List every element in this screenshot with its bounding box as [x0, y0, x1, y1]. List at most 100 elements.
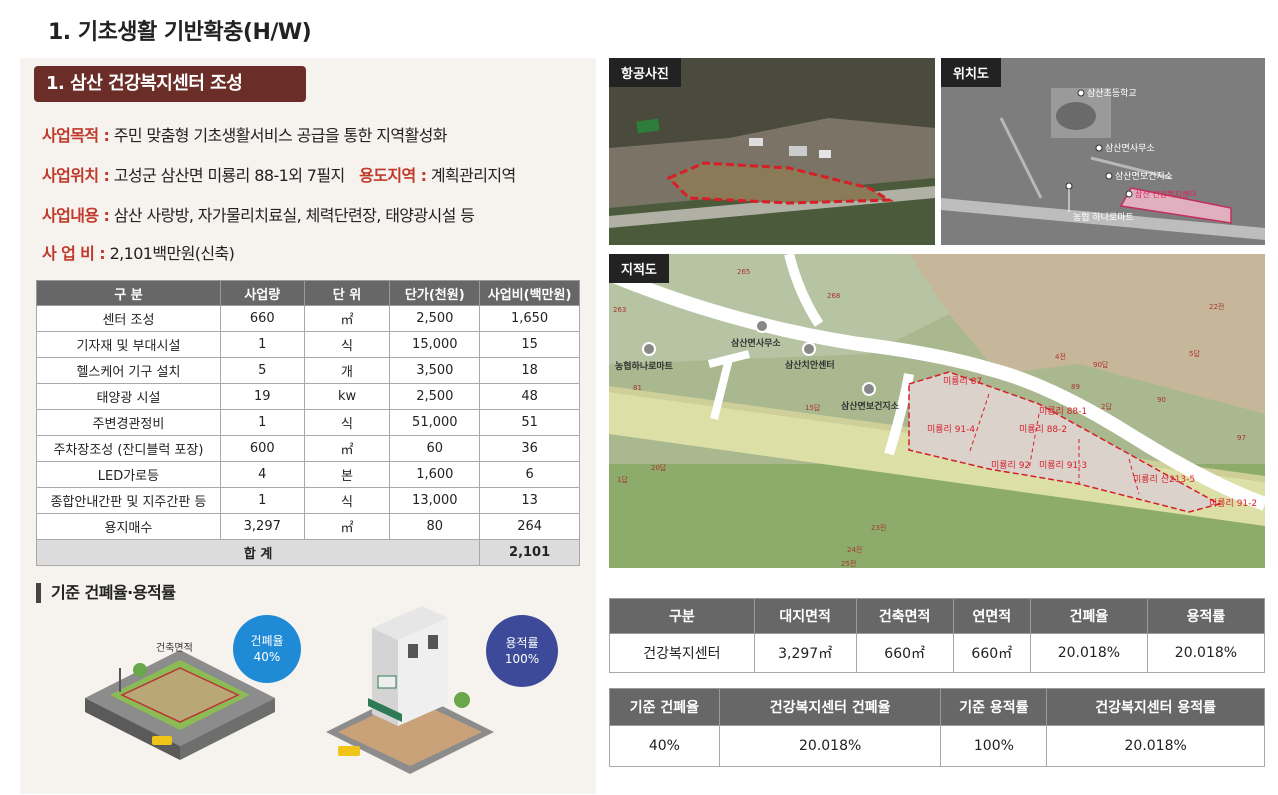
table-cell: 5 — [219, 357, 305, 384]
lot-number: 15답 — [805, 403, 821, 412]
aerial-photo: 항공사진 — [609, 58, 935, 245]
table-row: 태양광 시설 19 kw 2,500 48 — [36, 383, 580, 410]
table-row: LED가로등 4 본 1,600 6 — [36, 461, 580, 488]
table-cell: 600 — [219, 435, 305, 462]
table-cell: 3,297㎡ — [753, 633, 857, 673]
far-circle: 용적률 100% — [486, 615, 558, 687]
table-cell: ㎡ — [303, 513, 391, 540]
table-cell: 건강복지센터 — [609, 633, 755, 673]
road — [609, 267, 1265, 511]
table-cell: 센터 조성 — [36, 305, 221, 332]
table-cell: 13,000 — [389, 487, 481, 514]
budget-table-header: 구 분 사업량 단 위 단가(천원) 사업비(백만원) — [36, 280, 580, 306]
ratio-row: 40% 20.018% 100% 20.018% — [609, 725, 1265, 767]
land-illustration — [85, 650, 275, 760]
table-cell: 6 — [479, 461, 580, 488]
header-cell: 기준 건폐율 — [609, 688, 720, 726]
location-map-image: 삼산초등학교 삼산면사무소 삼산면보건지소 삼산 건강복지센터 농협 하나로마트 — [941, 58, 1265, 245]
table-cell: ㎡ — [303, 305, 391, 332]
parcel-label: 미룡리 88-2 — [1019, 424, 1067, 435]
building-area-label: 건축면적 — [156, 643, 193, 654]
table-cell: 태양광 시설 — [36, 383, 221, 410]
location-map-label: 위치도 — [941, 58, 1001, 87]
lot-number: 23전 — [871, 523, 886, 532]
parcel-label: 미룡리 91-3 — [1039, 460, 1087, 471]
plaza-paving — [338, 698, 482, 766]
table-cell: 주변경관정비 — [36, 409, 221, 436]
far-circle-label: 용적률 — [505, 636, 539, 650]
parcel-label: 미룡리 산213-5 — [1133, 474, 1195, 485]
table-cell: 15,000 — [389, 331, 481, 358]
lot-number: 265 — [737, 268, 750, 276]
table-cell: 660 — [219, 305, 305, 332]
lot-number: 81 — [633, 384, 642, 392]
table-cell: 개 — [303, 357, 391, 384]
poi-label-office: 삼산면사무소 — [731, 337, 781, 349]
parcel-label: 미룡리 88-1 — [1039, 406, 1087, 417]
table-row: 용지매수 3,297 ㎡ 80 264 — [36, 513, 580, 540]
header-cell: 사업량 — [219, 280, 305, 306]
page-title: 1. 기초생활 기반확충(H/W) — [48, 20, 312, 45]
table-cell: LED가로등 — [36, 461, 221, 488]
parcel-labels: 미룡리 87 미룡리 88-1 미룡리 88-2 미룡리 91-4 미룡리 91-3 미룡… — [927, 376, 1257, 509]
location-map: 위치도 삼산초등학교 삼산면사무소 삼산면보건지소 삼산 건강복지센터 농협 하… — [941, 58, 1265, 245]
location-value: 고성군 삼산면 미룡리 88-1외 7필지 — [113, 166, 345, 185]
table-cell: ㎡ — [303, 435, 391, 462]
header-cell: 건축면적 — [855, 598, 954, 634]
table-cell: 20.018% — [1029, 633, 1148, 673]
lot-number: 22전 — [1209, 302, 1224, 311]
total-value: 2,101 — [479, 539, 580, 566]
cost-key: 사 업 비 : — [42, 244, 106, 263]
table-cell: kw — [303, 383, 391, 410]
table-cell: 80 — [389, 513, 481, 540]
lot-number: 263 — [613, 306, 626, 314]
tree-icon — [133, 663, 147, 677]
lot-number: 20답 — [651, 463, 667, 472]
content-row: 사업내용 : 삼산 사랑방, 자가물리치료실, 체력단련장, 태양광시설 등 — [42, 202, 475, 226]
header-cell: 구 분 — [36, 280, 221, 306]
parcel-label: 미룡리 91-4 — [927, 424, 975, 435]
ratio-heading: 기준 건폐율·용적률 — [36, 583, 176, 603]
table-cell: 36 — [479, 435, 580, 462]
table-cell: 100% — [940, 725, 1048, 767]
table-cell: 13 — [479, 487, 580, 514]
table-cell: 종합안내간판 및 지주간판 등 — [36, 487, 221, 514]
lot-number: 89 — [1071, 383, 1080, 391]
content-value: 삼산 사랑방, 자가물리치료실, 체력단련장, 태양광시설 등 — [113, 206, 475, 225]
lot-number: 24전 — [847, 545, 862, 554]
table-row: 주변경관정비 1 식 51,000 51 — [36, 409, 580, 436]
poi-label-police: 삼산치안센터 — [785, 359, 835, 371]
header-cell: 건강복지센터 용적률 — [1046, 688, 1265, 726]
table-cell: 식 — [303, 331, 391, 358]
loc-label-center: 삼산 건강복지센터 — [1135, 189, 1196, 199]
shop-sign — [377, 675, 397, 689]
site-highlight — [1119, 187, 1232, 224]
table-cell: 주차장조성 (잔디블럭 포장) — [36, 435, 221, 462]
awning — [368, 698, 402, 722]
table-cell: 60 — [389, 435, 481, 462]
cadastral-map-label: 지적도 — [609, 254, 669, 283]
bcr-circle: 건폐율 40% — [233, 615, 301, 683]
cadastral-map: 지적도 삼산면사무소 삼산치안센터 농협하나로마트 삼산면보건지소 미룡리 87… — [609, 254, 1265, 568]
purpose-value: 주민 맞춤형 기초생활서비스 공급을 통한 지역활성화 — [113, 126, 448, 145]
loc-label-health: 삼산면보건지소 — [1115, 171, 1173, 182]
table-cell: 20.018% — [718, 725, 942, 767]
taxi-icon — [152, 736, 172, 745]
table-cell: 1 — [219, 331, 305, 358]
purpose-key: 사업목적 : — [42, 126, 110, 145]
table-row: 종합안내간판 및 지주간판 등 1 식 13,000 13 — [36, 487, 580, 514]
parcel-label: 미룡리 91-2 — [1209, 498, 1257, 509]
map-pin-icon — [755, 319, 769, 333]
taxi-icon — [338, 746, 360, 756]
lot-number: 97 — [1237, 434, 1246, 442]
zone-value: 계획관리지역 — [430, 166, 516, 185]
lot-number: 268 — [827, 292, 840, 300]
bcr-circle-label: 건폐율 — [250, 634, 284, 648]
parcel-label: 미룡리 92 — [991, 460, 1030, 471]
header-cell: 건폐율 — [1029, 598, 1148, 634]
map-pin-icon — [642, 342, 656, 356]
parcel-label: 미룡리 87 — [943, 376, 982, 387]
table-cell: 본 — [303, 461, 391, 488]
aerial-photo-label: 항공사진 — [609, 58, 681, 87]
header-cell: 기준 용적률 — [940, 688, 1048, 726]
